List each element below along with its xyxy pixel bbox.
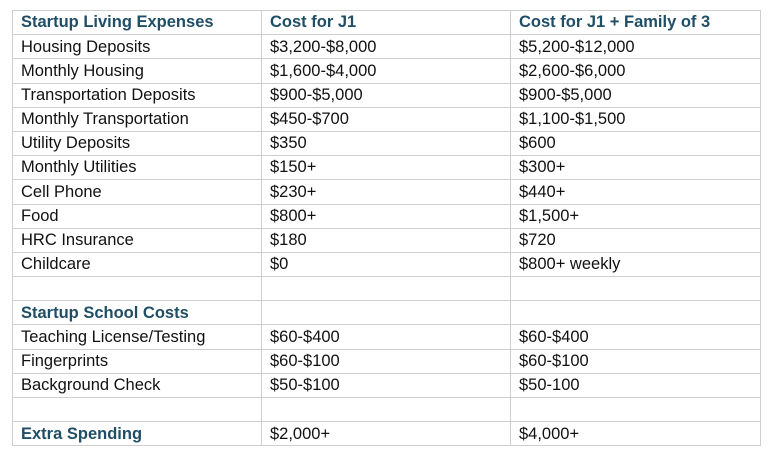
table-cell: $900-$5,000: [261, 82, 511, 108]
spacer-row: [12, 396, 761, 423]
table-cell: $800+: [261, 203, 511, 229]
table-cell: Childcare: [12, 251, 262, 278]
table-row: Monthly Utilities $150+ $300+: [12, 155, 761, 181]
header-cell: Cost for J1 + Family of 3: [510, 9, 761, 36]
table-cell: $50-$100: [261, 372, 511, 399]
table-row: Childcare $0 $800+ weekly: [12, 251, 761, 278]
table-row: Monthly Transportation $450-$700 $1,100-$1…: [12, 106, 761, 132]
table-cell: Background Check: [12, 372, 262, 399]
table-cell: [510, 396, 761, 423]
table-row: Food $800+ $1,500+: [12, 203, 761, 229]
table-cell: Housing Deposits: [12, 34, 262, 60]
table-row: Teaching License/Testing $60-$400 $60-$400: [12, 324, 761, 350]
table-cell: $1,100-$1,500: [510, 106, 761, 132]
table-cell: Transportation Deposits: [12, 82, 262, 108]
header-cell: Startup Living Expenses: [12, 9, 262, 36]
table-cell: $350: [261, 130, 511, 157]
table-cell: [510, 276, 761, 302]
table-cell: $4,000+: [510, 421, 761, 447]
table-cell: $230+: [261, 179, 511, 205]
table-row: Transportation Deposits $900-$5,000 $900-$…: [12, 82, 761, 108]
table-cell: Extra Spending: [12, 421, 262, 447]
table-cell: Food: [12, 203, 262, 229]
header-cell: Startup School Costs: [12, 300, 262, 326]
spacer-row: [12, 276, 761, 302]
table-cell: $600: [510, 130, 761, 157]
table-cell: $800+ weekly: [510, 251, 761, 278]
table-cell: Monthly Utilities: [12, 155, 262, 181]
table-row: Fingerprints $60-$100 $60-$100: [12, 348, 761, 374]
table-cell: $450-$700: [261, 106, 511, 132]
table-cell: $1,500+: [510, 203, 761, 229]
section-heading-row: Startup School Costs: [12, 300, 761, 326]
table-cell: $900-$5,000: [510, 82, 761, 108]
table-row: Monthly Housing $1,600-$4,000 $2,600-$6,00…: [12, 58, 761, 84]
table-row: Background Check $50-$100 $50-100: [12, 372, 761, 399]
table-cell: $0: [261, 251, 511, 278]
table-cell: $60-$400: [261, 324, 511, 350]
table-cell: Teaching License/Testing: [12, 324, 262, 350]
table-cell: $60-$400: [510, 324, 761, 350]
table-cell: [12, 396, 262, 423]
table-row: Housing Deposits $3,200-$8,000 $5,200-$12,…: [12, 34, 761, 60]
table-row: Utility Deposits $350 $600: [12, 130, 761, 157]
table-cell: $60-$100: [510, 348, 761, 374]
table-cell: $2,600-$6,000: [510, 58, 761, 84]
header-row: Startup Living Expenses Cost for J1 Cost f…: [12, 9, 761, 36]
expenses-table: Startup Living Expenses Cost for J1 Cost f…: [12, 9, 761, 447]
table-cell: $60-$100: [261, 348, 511, 374]
table-cell: Cell Phone: [12, 179, 262, 205]
table-cell: $1,600-$4,000: [261, 58, 511, 84]
extra-spending-row: Extra Spending $2,000+ $4,000+: [12, 421, 761, 447]
table-cell: Utility Deposits: [12, 130, 262, 157]
table-cell: [12, 276, 262, 302]
table-cell: Monthly Housing: [12, 58, 262, 84]
table-cell: Fingerprints: [12, 348, 262, 374]
table-cell: $150+: [261, 155, 511, 181]
table-cell: HRC Insurance: [12, 227, 262, 253]
table-cell: Monthly Transportation: [12, 106, 262, 132]
table-cell: [261, 276, 511, 302]
header-cell: [261, 300, 511, 326]
table-cell: $720: [510, 227, 761, 253]
table-row: Cell Phone $230+ $440+: [12, 179, 761, 205]
table-cell: $440+: [510, 179, 761, 205]
header-cell: Cost for J1: [261, 9, 511, 36]
table-cell: $2,000+: [261, 421, 511, 447]
table-cell: $180: [261, 227, 511, 253]
table-cell: [261, 396, 511, 423]
table-cell: $50-100: [510, 372, 761, 399]
table-cell: $3,200-$8,000: [261, 34, 511, 60]
table-cell: $5,200-$12,000: [510, 34, 761, 60]
table-row: HRC Insurance $180 $720: [12, 227, 761, 253]
table-cell: $300+: [510, 155, 761, 181]
header-cell: [510, 300, 761, 326]
